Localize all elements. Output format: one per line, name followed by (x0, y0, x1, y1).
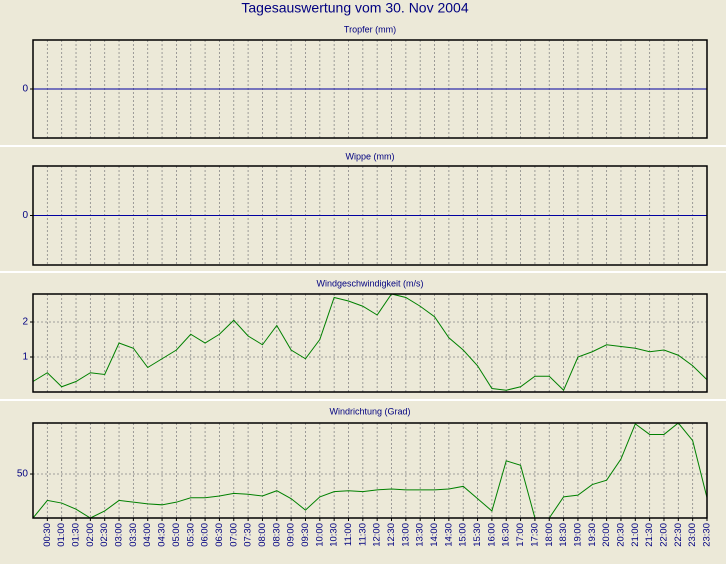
panel-title: Windrichtung (Grad) (329, 406, 410, 416)
x-tick-label: 17:00 (515, 523, 526, 547)
x-tick-label: 17:30 (529, 523, 540, 547)
x-tick-label: 22:00 (658, 523, 669, 547)
x-tick-label: 01:00 (56, 523, 67, 547)
x-tick-label: 14:30 (443, 523, 454, 547)
x-tick-label: 07:00 (228, 523, 239, 547)
plot-area (33, 423, 707, 518)
data-line (32, 422, 708, 519)
x-tick-label: 19:00 (572, 523, 583, 547)
plot-frame (32, 293, 708, 393)
x-tick-label: 01:30 (71, 523, 82, 547)
x-tick-label: 10:00 (314, 523, 325, 547)
x-tick-label: 18:00 (544, 523, 555, 547)
x-tick-label: 06:30 (214, 523, 225, 547)
x-tick-label: 20:30 (615, 523, 626, 547)
x-tick-label: 08:30 (271, 523, 282, 547)
x-tick-label: 16:30 (501, 523, 512, 547)
plot-frame (32, 422, 708, 519)
panel-title: Tropfer (mm) (344, 24, 396, 34)
x-tick-label: 15:00 (458, 523, 469, 547)
x-tick-label: 06:00 (200, 523, 211, 547)
y-tick-label: 0 (22, 84, 28, 95)
x-tick-label: 13:00 (400, 523, 411, 547)
y-tick-label: 0 (22, 210, 28, 221)
x-tick-label: 18:30 (558, 523, 569, 547)
x-tick-label: 02:30 (99, 523, 110, 547)
plot-area (33, 294, 707, 392)
x-tick-label: 02:00 (85, 523, 96, 547)
plot-frame (32, 165, 708, 266)
x-tick-label: 05:00 (171, 523, 182, 547)
panel-title: Wippe (mm) (346, 151, 395, 161)
chart-title: Tagesauswertung vom 30. Nov 2004 (241, 0, 468, 16)
x-tick-label: 03:30 (128, 523, 139, 547)
x-tick-label: 14:00 (429, 523, 440, 547)
x-tick-label: 13:30 (415, 523, 426, 547)
x-tick-label: 21:30 (644, 523, 655, 547)
x-tick-label: 23:30 (702, 523, 713, 547)
x-tick-label: 23:00 (687, 523, 698, 547)
x-tick-label: 00:30 (42, 523, 53, 547)
x-tick-label: 04:30 (157, 523, 168, 547)
x-tick-label: 05:30 (185, 523, 196, 547)
x-tick-label: 03:00 (114, 523, 125, 547)
x-tick-label: 11:30 (357, 523, 368, 546)
x-tick-label: 22:30 (673, 523, 684, 547)
x-tick-label: 09:30 (300, 523, 311, 547)
y-tick-label: 1 (22, 352, 28, 363)
data-line (32, 293, 708, 392)
x-tick-label: 20:00 (601, 523, 612, 547)
x-tick-label: 15:30 (472, 523, 483, 547)
x-tick-label: 12:30 (386, 523, 397, 547)
x-tick-label: 04:00 (142, 523, 153, 547)
x-tick-label: 19:30 (587, 523, 598, 547)
panel-title: Windgeschwindigkeit (m/s) (316, 278, 423, 288)
x-tick-label: 07:30 (243, 523, 254, 547)
x-tick-label: 09:00 (286, 523, 297, 547)
x-tick-label: 08:00 (257, 523, 268, 547)
x-tick-label: 21:00 (630, 523, 641, 547)
x-tick-label: 10:30 (329, 523, 340, 547)
plot-frame (32, 39, 708, 139)
x-tick-label: 11:00 (343, 523, 354, 546)
y-tick-label: 2 (22, 317, 28, 328)
y-tick-label: 50 (17, 469, 29, 480)
x-tick-label: 12:00 (372, 523, 383, 547)
x-tick-label: 16:00 (486, 523, 497, 547)
